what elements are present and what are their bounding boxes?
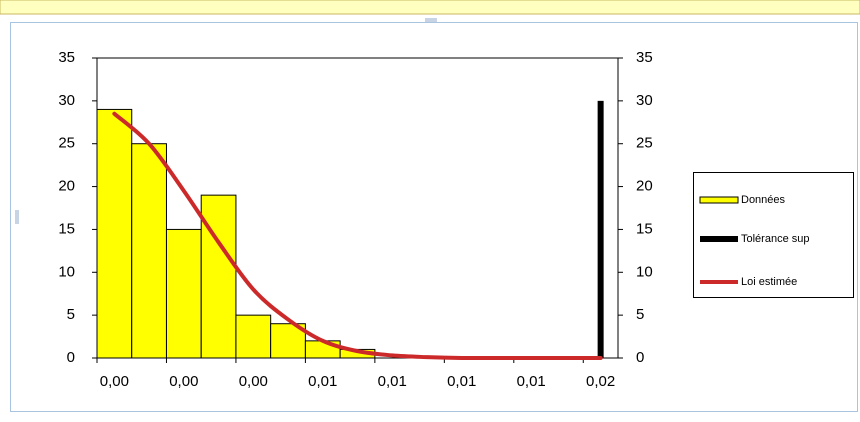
y-tick-label: 0 — [67, 349, 75, 366]
legend-swatch — [699, 196, 739, 204]
y2-tick-label: 5 — [636, 306, 644, 323]
y2-tick-label: 20 — [636, 178, 653, 195]
y-tick-label: 5 — [67, 306, 75, 323]
legend-label: Loi estimée — [741, 276, 797, 288]
curve — [112, 111, 603, 361]
y2-tick-label: 25 — [636, 135, 653, 152]
y2-tick-label: 15 — [636, 220, 653, 237]
x-tick-label: 0,00 — [239, 373, 268, 390]
x-tick-label: 0,01 — [517, 373, 546, 390]
y-tick-label: 30 — [58, 92, 75, 109]
y-tick-label: 15 — [58, 220, 75, 237]
y2-tick-label: 10 — [636, 263, 653, 280]
x-tick-label: 0,00 — [169, 373, 198, 390]
x-tick-label: 0,01 — [378, 373, 407, 390]
bar — [131, 143, 167, 359]
top-strip — [0, 0, 860, 15]
bar — [597, 100, 604, 358]
y-tick-label: 25 — [58, 135, 75, 152]
y-tick-label: 35 — [58, 49, 75, 66]
bar — [235, 314, 272, 359]
x-tick-label: 0,02 — [586, 373, 615, 390]
y2-tick-label: 30 — [636, 92, 653, 109]
x-tick-label: 0,01 — [447, 373, 476, 390]
y-tick-label: 10 — [58, 263, 75, 280]
x-tick-label: 0,01 — [308, 373, 337, 390]
resize-handle[interactable] — [15, 210, 19, 224]
x-tick-label: 0,00 — [100, 373, 129, 390]
bar — [165, 228, 202, 359]
y-tick-label: 20 — [58, 178, 75, 195]
resize-handle[interactable] — [425, 18, 437, 22]
bar — [200, 194, 237, 359]
y2-tick-label: 35 — [636, 49, 653, 66]
y2-tick-label: 0 — [636, 349, 644, 366]
legend — [693, 172, 854, 298]
legend-label: Données — [741, 194, 786, 206]
legend-label: Tolérance sup — [741, 233, 810, 245]
bar — [96, 108, 133, 359]
